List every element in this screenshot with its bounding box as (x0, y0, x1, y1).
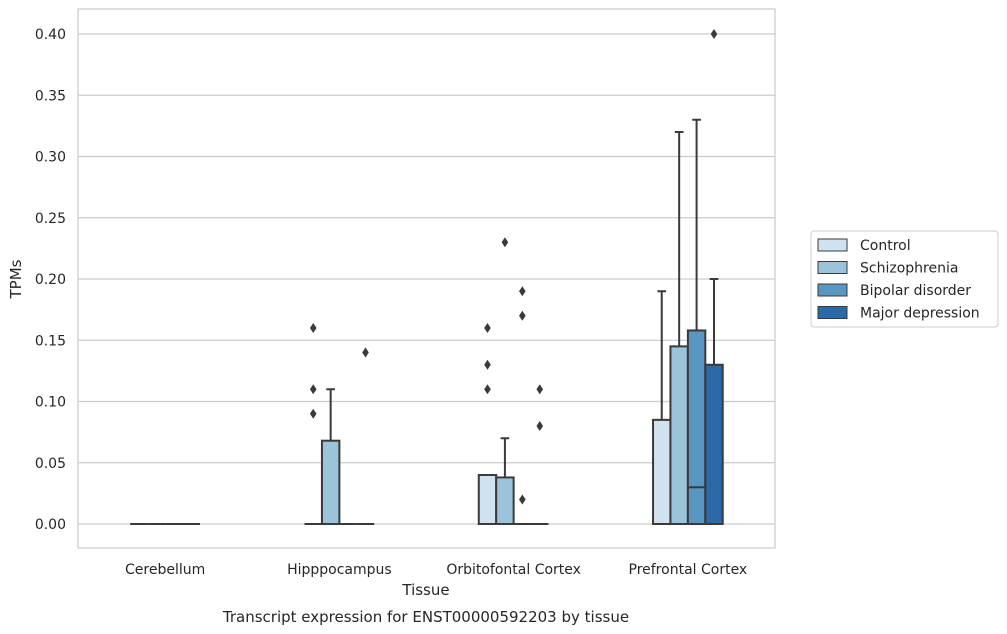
y-tick-label: 0.25 (35, 211, 66, 227)
x-tick-label: Prefrontal Cortex (629, 562, 748, 578)
box (669, 345, 689, 525)
y-axis-label: TPMs (7, 259, 25, 299)
legend-swatch (817, 261, 848, 274)
x-tick-label: Orbitofontal Cortex (446, 562, 581, 578)
y-axis-ticks: 0.00 0.05 0.10 0.15 0.20 0.25 0.30 0.35 0.40 (35, 27, 66, 533)
y-tick-label: 0.15 (35, 333, 66, 349)
box-group (477, 323, 498, 525)
outlier-point (536, 421, 544, 431)
outlier-point (519, 286, 526, 297)
legend-frame (810, 230, 999, 328)
legend-label: Control (860, 238, 911, 254)
y-tick-label: 0.10 (35, 395, 66, 411)
x-axis-ticks: Cerebellum Hipppocampus Orbitofontal Corte… (125, 562, 747, 578)
outlier-point (309, 408, 317, 419)
y-tick-label: 0.35 (35, 88, 66, 104)
legend-item: Control (817, 238, 911, 254)
legend-swatch (817, 306, 848, 319)
legend: Control Schizophrenia Bipolar disorder Majo… (810, 230, 999, 328)
outlier-point (519, 310, 526, 321)
box (686, 329, 707, 526)
outlier-point (362, 347, 369, 358)
legend-label: Schizophrenia (860, 261, 958, 277)
box (495, 476, 515, 526)
outlier-point (309, 323, 317, 333)
box (652, 418, 672, 525)
chart-caption: Transcript expression for ENST0000059220… (222, 608, 629, 626)
x-tick-label: Cerebellum (125, 562, 205, 578)
legend-item: Major depression (817, 306, 980, 322)
y-tick-label: 0.30 (35, 150, 66, 166)
box-group (686, 118, 707, 526)
boxes (130, 29, 724, 526)
outlier-point (710, 29, 718, 39)
box-group (513, 286, 532, 525)
outlier-point (309, 384, 317, 395)
outlier-point (501, 237, 509, 248)
y-tick-label: 0.05 (35, 456, 66, 472)
outlier-point (484, 384, 491, 395)
outlier-point (519, 494, 526, 505)
outlier-point (484, 323, 491, 333)
grid-lines (78, 33, 775, 525)
box-group (495, 237, 515, 526)
legend-label: Bipolar disorder (860, 283, 971, 299)
box-group (669, 131, 689, 525)
plot-area-frame (77, 8, 776, 549)
outlier-point (536, 384, 544, 395)
box-group (652, 290, 672, 525)
legend-item: Schizophrenia (817, 261, 958, 277)
box-group (531, 384, 549, 525)
outlier-point (484, 359, 491, 370)
box (704, 363, 724, 525)
legend-swatch (817, 283, 848, 297)
box (477, 474, 498, 525)
box-group (304, 323, 322, 525)
box-group (356, 347, 375, 525)
legend-label: Major depression (860, 306, 980, 322)
x-axis-label: Tissue (401, 581, 449, 599)
y-tick-label: 0.20 (35, 272, 66, 288)
box-group (320, 388, 341, 526)
y-tick-label: 0.40 (35, 27, 66, 43)
legend-item: Bipolar disorder (817, 283, 971, 299)
box (320, 439, 341, 526)
legend-swatch (817, 238, 848, 252)
y-tick-label: 0.00 (35, 517, 66, 533)
box-group (704, 29, 724, 525)
x-tick-label: Hipppocampus (287, 562, 392, 578)
